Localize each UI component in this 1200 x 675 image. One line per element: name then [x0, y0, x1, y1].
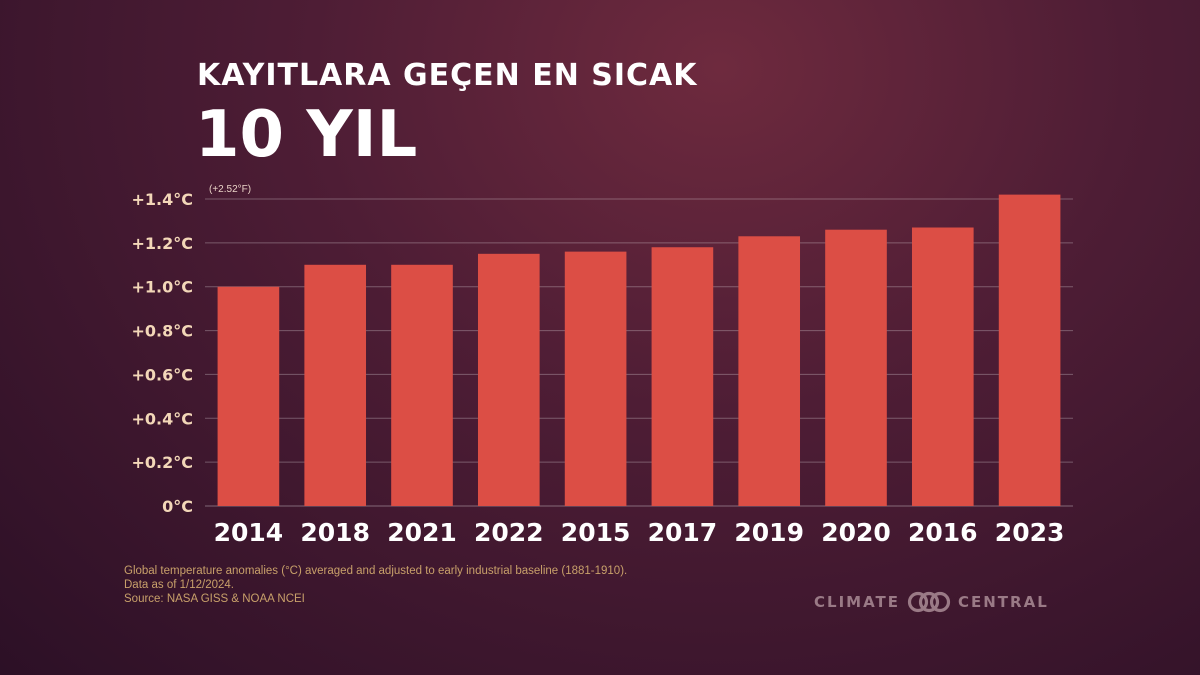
- y-tick-label: +0.8°C: [132, 322, 194, 341]
- brand-text-right: CENTRAL: [958, 593, 1049, 611]
- top-annotation-fahrenheit: (+2.52°F): [209, 184, 251, 195]
- x-label-2022: 2022: [474, 518, 544, 547]
- bar-2020: [825, 229, 887, 506]
- x-label-2019: 2019: [734, 518, 804, 547]
- bar-2023: [998, 194, 1061, 506]
- y-tick-label: +0.6°C: [132, 365, 194, 384]
- chart-title-line1: KAYITLARA GEÇEN EN SICAK: [197, 58, 698, 93]
- footnote: Global temperature anomalies (°C) averag…: [124, 564, 627, 606]
- x-label-2021: 2021: [387, 518, 457, 547]
- footnote-line-1: Global temperature anomalies (°C) averag…: [124, 565, 628, 577]
- y-tick-label: +0.2°C: [132, 453, 194, 472]
- y-axis-ticks: 0°C +0.2°C +0.4°C +0.6°C +0.8°C +1.0°C +1.2°C +…: [132, 190, 194, 516]
- bar-2022: [477, 253, 540, 506]
- footnote-line-2: Data as of 1/12/2024.: [124, 579, 234, 591]
- bar-2021: [391, 264, 453, 506]
- x-axis-labels: 2014 2018 2021 2022 2015 2017 2019 2020 2016 2023: [214, 518, 1065, 547]
- y-tick-label: +1.4°C: [132, 190, 194, 209]
- bar-2019: [738, 236, 801, 506]
- bar-2017: [651, 247, 714, 506]
- climate-central-logo: CLIMATE CENTRAL: [814, 590, 1049, 614]
- y-tick-label: 0°C: [162, 497, 193, 516]
- bar-2016: [911, 227, 974, 506]
- rings-icon: [907, 591, 951, 613]
- brand-text-left: CLIMATE: [814, 593, 900, 611]
- x-label-2015: 2015: [561, 518, 631, 547]
- x-label-2017: 2017: [648, 518, 718, 547]
- x-label-2023: 2023: [995, 518, 1065, 547]
- bar-2018: [304, 264, 367, 506]
- y-tick-label: +0.4°C: [132, 409, 194, 428]
- y-tick-label: +1.0°C: [132, 278, 194, 297]
- footnote-source: Source: NASA GISS & NOAA NCEI: [124, 593, 305, 605]
- y-tick-label: +1.2°C: [132, 234, 194, 253]
- x-label-2018: 2018: [300, 518, 370, 547]
- chart-title-line2: 10 YIL: [195, 98, 418, 172]
- bars: [217, 194, 1061, 506]
- bar-2014: [217, 286, 280, 506]
- x-label-2014: 2014: [214, 518, 284, 547]
- x-label-2016: 2016: [908, 518, 978, 547]
- x-label-2020: 2020: [821, 518, 891, 547]
- bar-2015: [564, 251, 627, 506]
